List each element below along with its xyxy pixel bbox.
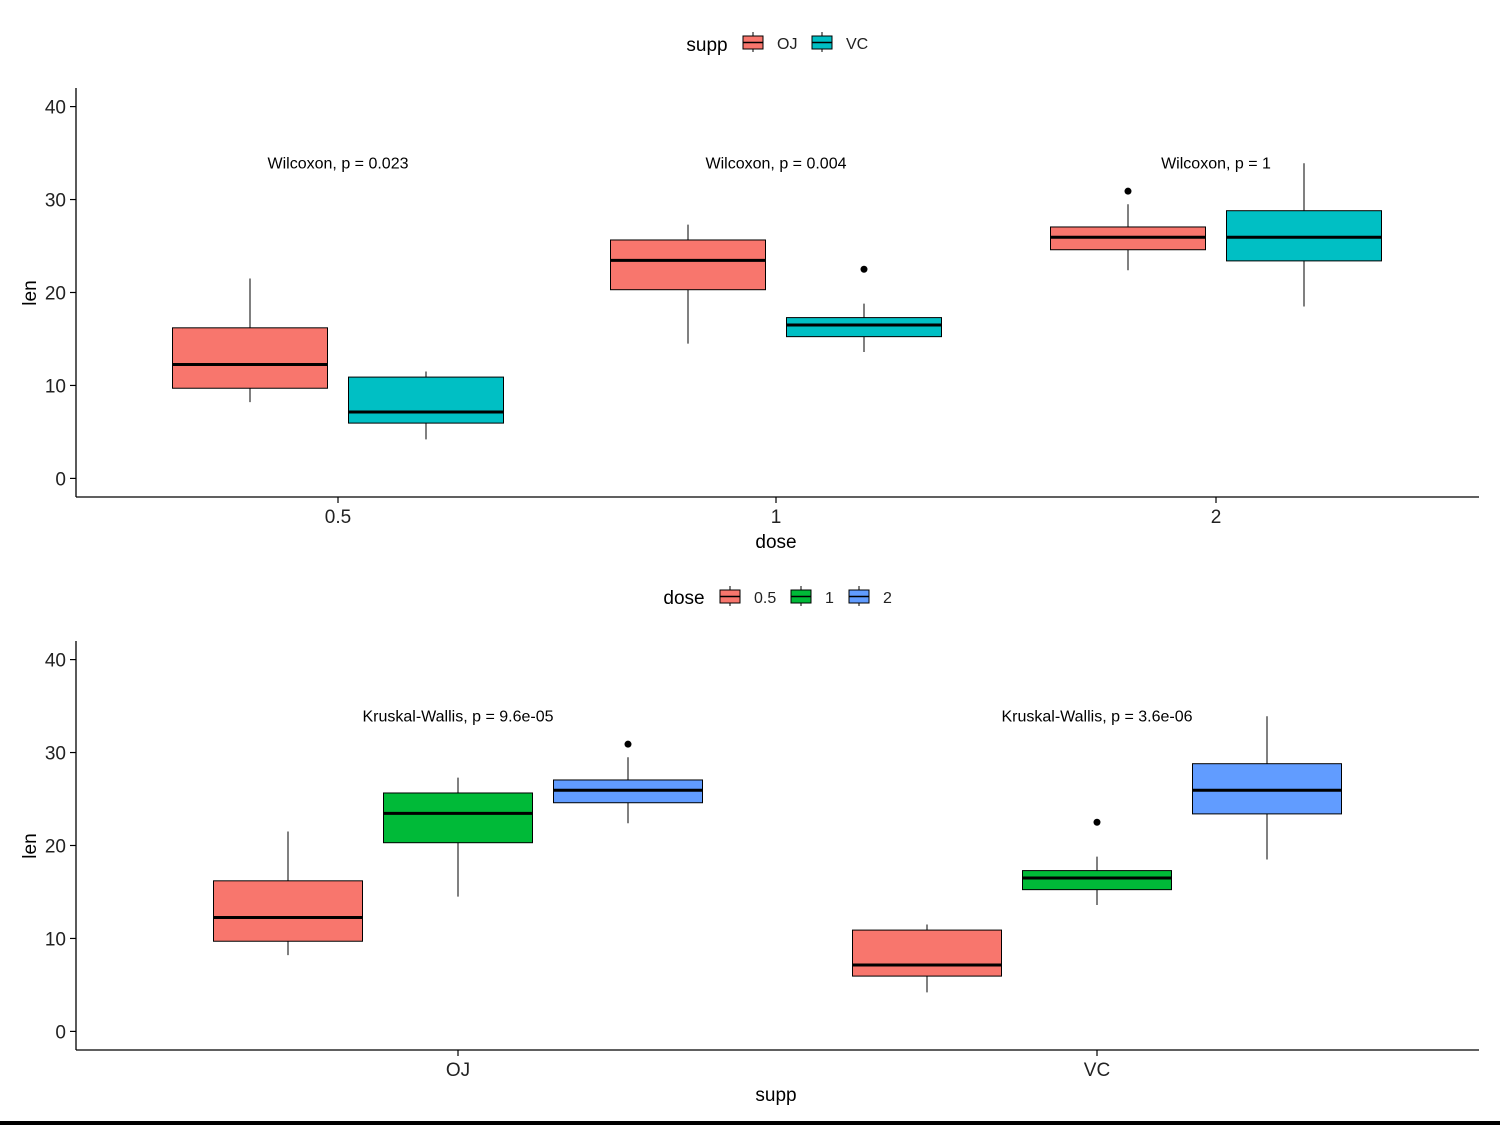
outlier-point <box>1124 187 1132 195</box>
top-chart: supp OJ VC 0 10 20 30 40 0.5 Wilcoxon, p = 0.0… <box>20 32 1479 553</box>
box-body <box>172 327 328 389</box>
bottom-box-OJ-0.5 <box>213 831 363 956</box>
box-body <box>852 929 1002 977</box>
bottom-plot-area: 0 10 20 30 40 OJ Kruskal-Wallis, p = 9.6e-05 VC… <box>45 641 1479 1081</box>
outlier-point <box>1093 818 1101 826</box>
bottom-x-tick-label: OJ <box>446 1060 470 1081</box>
bottom-legend: dose 0.5 1 2 <box>663 586 892 609</box>
bottom-stat-annotation: Kruskal-Wallis, p = 9.6e-05 <box>362 708 553 725</box>
top-x-tick-label: 1 <box>771 507 782 528</box>
bottom-y-tick-label: 20 <box>45 837 66 858</box>
box-body <box>348 376 504 424</box>
top-y-axis-title: len <box>20 280 41 305</box>
bottom-chart: dose 0.5 1 2 <box>20 586 1479 1106</box>
top-x-axis-title: dose <box>755 532 796 553</box>
top-box-2-OJ <box>1050 187 1206 271</box>
top-legend-label-oj: OJ <box>777 36 797 53</box>
bottom-legend-key-0-5 <box>719 586 741 606</box>
top-box-0.5-OJ <box>172 278 328 403</box>
top-stat-annotation: Wilcoxon, p = 0.004 <box>706 155 847 172</box>
bottom-border <box>0 1121 1500 1125</box>
outlier-point <box>624 740 632 748</box>
box-body <box>1022 870 1172 891</box>
top-y-tick-label: 20 <box>45 284 66 305</box>
bottom-legend-key-1 <box>790 586 812 606</box>
top-y-tick-label: 0 <box>55 469 66 490</box>
outlier-point <box>860 265 868 273</box>
box-body <box>383 792 533 844</box>
bottom-legend-key-2 <box>848 586 870 606</box>
top-x-tick-label: 0.5 <box>325 507 351 528</box>
bottom-box-OJ-2 <box>553 740 703 824</box>
bottom-x-tick-label: VC <box>1084 1060 1110 1081</box>
top-y-tick-label: 40 <box>45 98 66 119</box>
bottom-legend-title: dose <box>663 588 704 609</box>
top-stat-annotation: Wilcoxon, p = 0.023 <box>268 155 409 172</box>
top-box-0.5-VC <box>348 371 504 440</box>
bottom-box-OJ-1 <box>383 777 533 897</box>
top-legend: supp OJ VC <box>686 32 868 56</box>
top-box-1-OJ <box>610 224 766 344</box>
bottom-y-tick-label: 30 <box>45 744 66 765</box>
top-y-tick-label: 10 <box>45 376 66 397</box>
bottom-legend-label-0-5: 0.5 <box>754 590 776 607</box>
box-body <box>213 880 363 942</box>
bottom-y-axis-title: len <box>20 833 41 858</box>
bottom-stat-annotation: Kruskal-Wallis, p = 3.6e-06 <box>1001 708 1192 725</box>
bottom-box-VC-1 <box>1022 818 1172 905</box>
bottom-y-tick-label: 10 <box>45 929 66 950</box>
top-x-tick-label: 2 <box>1211 507 1222 528</box>
bottom-y-tick-label: 0 <box>55 1022 66 1043</box>
top-legend-label-vc: VC <box>846 36 868 53</box>
top-plot-area: 0 10 20 30 40 0.5 Wilcoxon, p = 0.023 1 Wilcoxon… <box>45 88 1479 528</box>
bottom-legend-label-1: 1 <box>825 590 834 607</box>
bottom-box-VC-0.5 <box>852 924 1002 993</box>
bottom-x-axis-title: supp <box>755 1085 796 1106</box>
top-stat-annotation: Wilcoxon, p = 1 <box>1161 155 1271 172</box>
box-body <box>786 317 942 338</box>
box-body <box>610 239 766 291</box>
top-legend-title: supp <box>686 35 727 56</box>
top-box-2-VC <box>1226 163 1382 307</box>
top-legend-key-oj <box>742 32 764 52</box>
bottom-box-VC-2 <box>1192 716 1342 860</box>
bottom-legend-label-2: 2 <box>883 590 892 607</box>
bottom-y-tick-label: 40 <box>45 651 66 672</box>
top-y-tick-label: 30 <box>45 191 66 212</box>
top-box-1-VC <box>786 265 942 352</box>
top-legend-key-vc <box>811 32 833 52</box>
